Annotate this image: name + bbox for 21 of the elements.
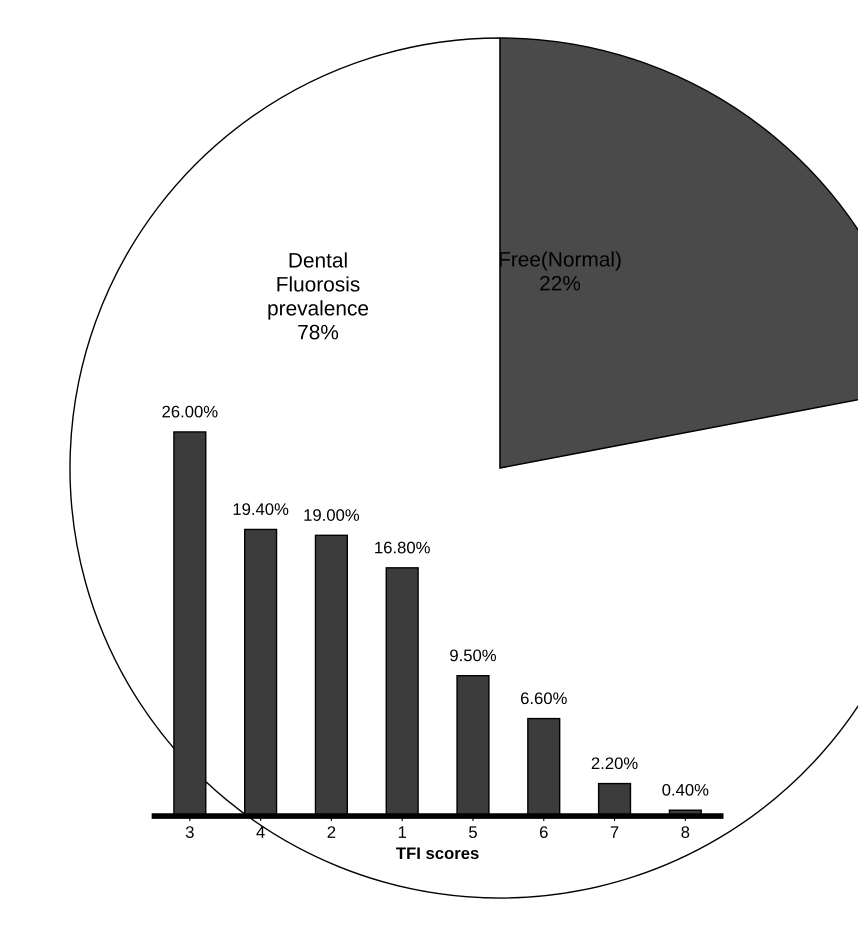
x-tick-label: 3	[186, 826, 194, 838]
data-label: 2.20%	[592, 757, 638, 770]
slice-label: Dental Fluorosis prevalence	[268, 252, 368, 320]
x-tick-label: 6	[540, 826, 548, 838]
data-label: 26.00%	[162, 406, 218, 418]
data-label: 16.80%	[375, 542, 430, 554]
data-label: 22%	[540, 276, 580, 290]
slice-label: Free(Normal)	[500, 251, 621, 271]
data-label: 9.50%	[450, 649, 496, 662]
x-tick-label: 1	[398, 826, 406, 838]
data-label: 19.40%	[234, 503, 288, 516]
x-tick-label: 7	[610, 826, 618, 838]
x-tick-label: 4	[256, 826, 265, 838]
data-label: 78%	[298, 324, 338, 340]
data-label: 6.60%	[520, 692, 567, 704]
data-label: 19.00%	[304, 509, 360, 521]
data-label: 0.40%	[662, 784, 708, 796]
x-tick-label: 5	[469, 826, 477, 838]
x-tick-label: 8	[681, 826, 690, 838]
x-axis-title: TFI scores	[396, 847, 479, 860]
x-tick-label: 2	[328, 826, 336, 838]
